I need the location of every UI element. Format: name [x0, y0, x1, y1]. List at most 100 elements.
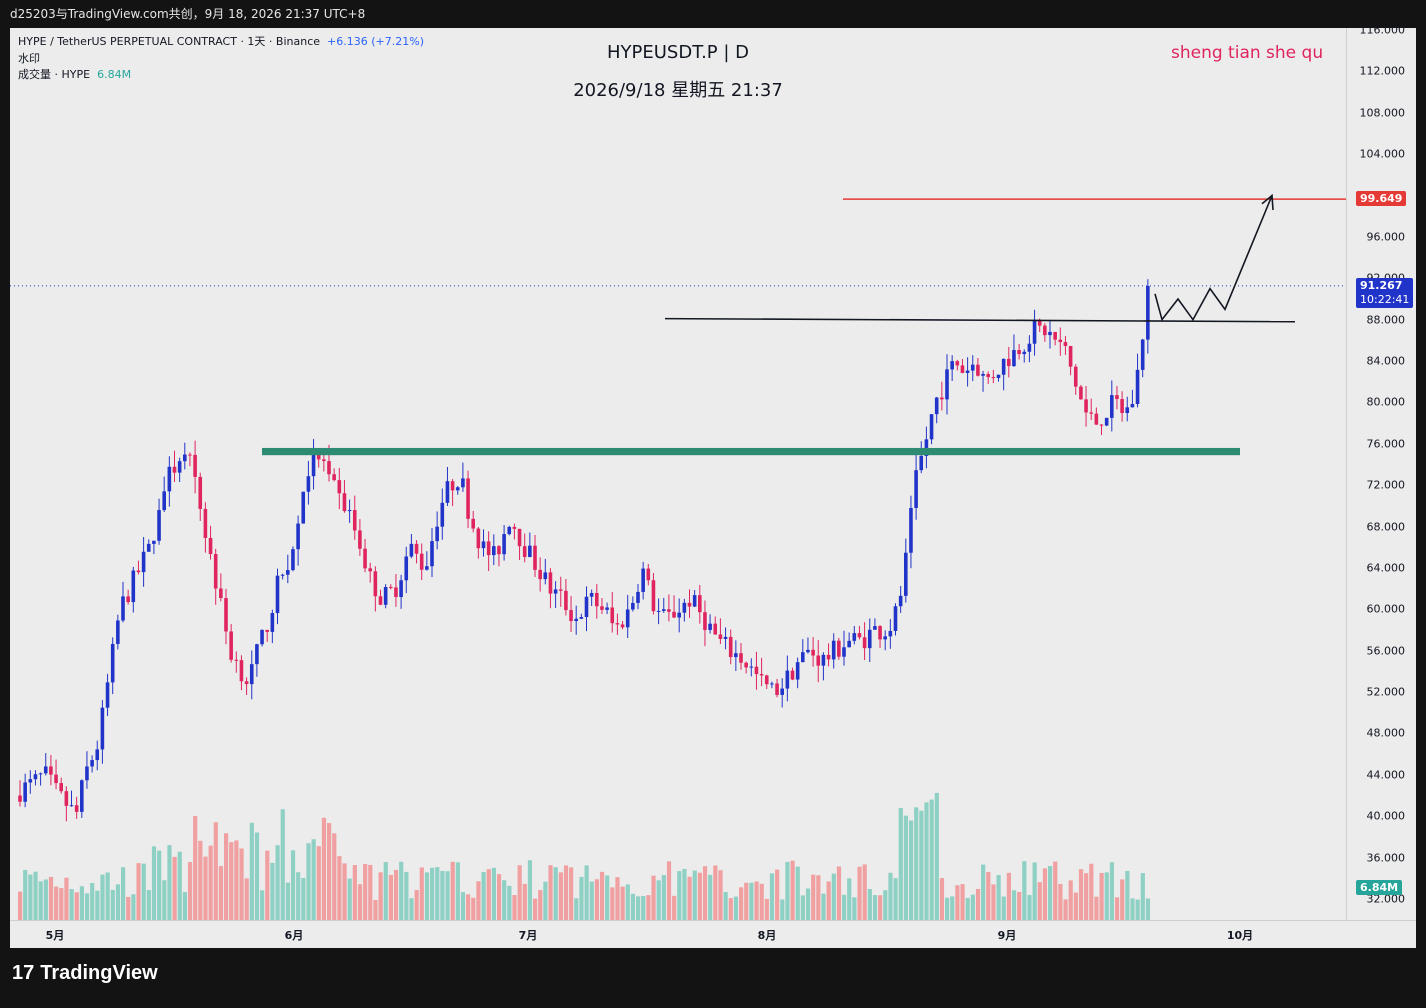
candle-body: [512, 526, 517, 529]
candle-body: [322, 459, 326, 462]
candle-body: [110, 643, 115, 683]
volume-bar: [1053, 861, 1058, 920]
candle-body: [152, 540, 156, 544]
volume-bar: [733, 896, 739, 920]
volume-bar: [393, 869, 399, 920]
candle-body: [1099, 424, 1104, 426]
volume-bar: [450, 861, 455, 920]
volume-bar: [218, 866, 224, 920]
volume-bar: [553, 867, 558, 920]
volume-bar: [702, 866, 708, 920]
candle-body: [651, 580, 656, 612]
volume-bar: [728, 898, 733, 920]
candle-body: [363, 548, 367, 569]
volume-bar: [574, 898, 579, 920]
watermark-text: sheng tian she qu: [1171, 43, 1324, 63]
candle-body: [893, 606, 898, 631]
chart-subtitle: 2026/9/18 星期五 21:37: [573, 80, 783, 101]
volume-bar: [975, 888, 981, 920]
last-price-value: 91.267: [1360, 278, 1403, 292]
volume-bar: [491, 867, 496, 920]
candle-body: [286, 570, 290, 575]
volume-bar: [759, 883, 764, 920]
volume-bar: [157, 850, 162, 920]
brand-name: TradingView: [40, 962, 158, 984]
x-tick-label: 6月: [284, 929, 304, 942]
volume-bar: [1114, 897, 1120, 920]
candle-body: [698, 595, 702, 613]
volume-bar: [919, 810, 924, 920]
volume-bar: [342, 863, 347, 920]
candle-body: [301, 491, 306, 524]
candle-body: [646, 568, 651, 581]
volume-bar: [970, 894, 975, 920]
y-tick-label: 64.000: [1366, 561, 1406, 575]
candle-body: [1043, 325, 1047, 336]
volume-bar: [723, 892, 728, 920]
candle-body: [43, 766, 48, 774]
candle-body: [996, 374, 1001, 379]
volume-bar: [177, 851, 182, 920]
volume-bar: [84, 893, 90, 920]
volume-bar: [424, 872, 430, 920]
candle-body: [193, 454, 197, 477]
volume-bar: [1027, 894, 1032, 920]
volume-bar: [929, 799, 934, 920]
candle-body: [466, 478, 470, 519]
volume-bar: [656, 880, 661, 920]
candle-body: [1120, 399, 1124, 413]
volume-bar: [857, 866, 862, 920]
candle-body: [394, 587, 398, 598]
volume-bar: [136, 863, 141, 920]
candle-body: [141, 551, 146, 573]
volume-bar: [1022, 861, 1027, 920]
candle-body: [759, 674, 764, 676]
candle-body: [955, 361, 960, 366]
volume-bar: [1063, 899, 1068, 920]
candle-body: [219, 588, 223, 599]
volume-bar: [496, 874, 502, 920]
candle-body: [291, 549, 295, 571]
volume-bar: [296, 872, 301, 920]
volume-bar: [1130, 898, 1135, 920]
volume-bar: [584, 865, 589, 920]
candle-body: [476, 528, 481, 549]
last-price-badge: 91.267 10:22:41: [1356, 277, 1414, 308]
candle-body: [728, 636, 733, 658]
volume-bar: [517, 865, 522, 920]
volume-bar: [507, 885, 512, 920]
price-axis[interactable]: 116.000112.000108.000104.000100.00096.00…: [1346, 24, 1417, 920]
candle-body: [1053, 331, 1057, 340]
y-tick-label: 60.000: [1366, 602, 1406, 616]
candle-body: [95, 749, 100, 761]
candle-body: [610, 607, 615, 624]
candle-body: [1063, 342, 1068, 346]
tradingview-logo[interactable]: 17 TradingView: [12, 962, 158, 985]
plot-area[interactable]: HYPE / TetherUS PERPETUAL CONTRACT · 1天 …: [10, 28, 1346, 920]
volume-bar: [1073, 892, 1078, 920]
volume-bar: [924, 802, 929, 920]
volume-bar: [826, 881, 831, 920]
chart-panel[interactable]: HYPE / TetherUS PERPETUAL CONTRACT · 1天 …: [10, 24, 1417, 949]
candle-body: [873, 626, 877, 630]
candle-body: [409, 543, 414, 557]
y-tick-label: 88.000: [1366, 313, 1406, 327]
volume-bar: [563, 865, 569, 920]
resistance-line: [664, 317, 1296, 323]
candle-body: [198, 476, 203, 509]
time-axis[interactable]: 5月 6月 7月 8月 9月 10月: [10, 920, 1416, 949]
volume-bar: [800, 895, 805, 920]
price-chart[interactable]: [10, 28, 1346, 920]
volume-bar: [795, 866, 800, 920]
candle-body: [919, 455, 924, 471]
volume-bar: [641, 896, 646, 920]
candle-body: [481, 541, 486, 549]
volume-bar: [672, 895, 677, 920]
candle-body: [126, 596, 130, 603]
volume-bar: [105, 872, 110, 920]
volume-bar: [775, 869, 780, 920]
candle-body: [507, 526, 512, 535]
volume-bar: [512, 894, 517, 920]
volume-bar: [64, 877, 69, 920]
volume-bar: [548, 865, 553, 920]
